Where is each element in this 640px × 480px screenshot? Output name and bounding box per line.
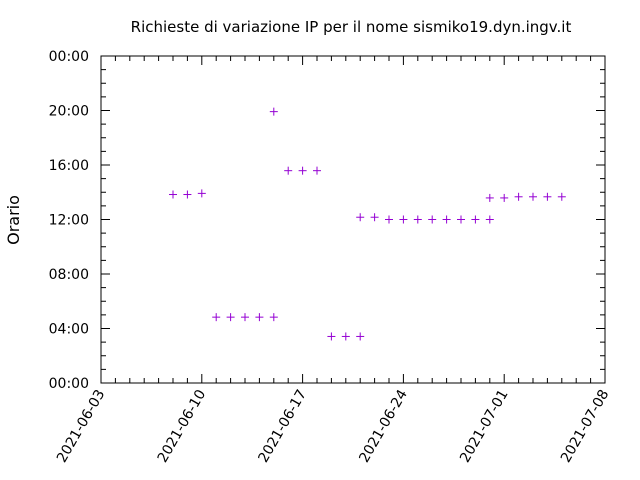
chart-title: Richieste di variazione IP per il nome s… [131, 18, 572, 36]
data-point [370, 213, 379, 222]
data-point [327, 332, 336, 341]
data-point [255, 313, 264, 322]
data-point [356, 332, 365, 341]
axis-ticks [100, 55, 606, 384]
data-point [428, 215, 437, 224]
data-point [500, 193, 509, 202]
x-tick-label: 2021-06-03 [54, 387, 109, 465]
y-tick-label: 20:00 [49, 104, 89, 120]
data-point [529, 192, 537, 201]
data-point [284, 166, 293, 175]
data-point [298, 166, 307, 175]
x-tick-label: 2021-06-17 [256, 387, 311, 465]
y-tick-label: 00:00 [49, 49, 89, 65]
x-tick-label: 2021-07-08 [558, 387, 613, 465]
data-points [169, 107, 566, 341]
data-point [212, 313, 221, 322]
y-tick-label: 08:00 [49, 267, 89, 283]
data-point [514, 192, 523, 201]
data-point [471, 215, 480, 224]
data-point [485, 193, 494, 202]
data-point [543, 192, 552, 201]
data-point [457, 215, 465, 224]
x-tick-label: 2021-07-01 [457, 387, 512, 465]
data-point [442, 215, 451, 224]
data-point [385, 215, 393, 224]
data-point [341, 332, 350, 341]
y-tick-label: 16:00 [49, 158, 89, 174]
data-point [485, 215, 494, 224]
data-point [356, 213, 365, 222]
data-point [313, 166, 321, 175]
data-point [169, 190, 177, 199]
plot-frame [100, 55, 606, 384]
data-point [183, 190, 192, 199]
data-point [557, 192, 566, 201]
data-point [413, 215, 422, 224]
data-point [269, 107, 278, 116]
data-point [399, 215, 408, 224]
y-tick-labels: 00:00 04:00 08:00 12:00 16:00 20:00 00:00 [49, 49, 89, 392]
data-point [241, 313, 249, 322]
x-tick-label: 2021-06-10 [155, 387, 210, 465]
x-tick-label: 2021-06-24 [356, 387, 411, 466]
data-point [226, 313, 235, 322]
data-point [197, 189, 206, 198]
y-tick-label: 00:00 [49, 376, 89, 392]
x-tick-labels: 2021-06-03 2021-06-10 2021-06-17 2021-06-24… [54, 387, 613, 466]
y-tick-label: 04:00 [49, 322, 89, 338]
y-axis-label: Orario [4, 195, 23, 245]
data-point [269, 313, 278, 322]
y-tick-label: 12:00 [49, 213, 89, 229]
